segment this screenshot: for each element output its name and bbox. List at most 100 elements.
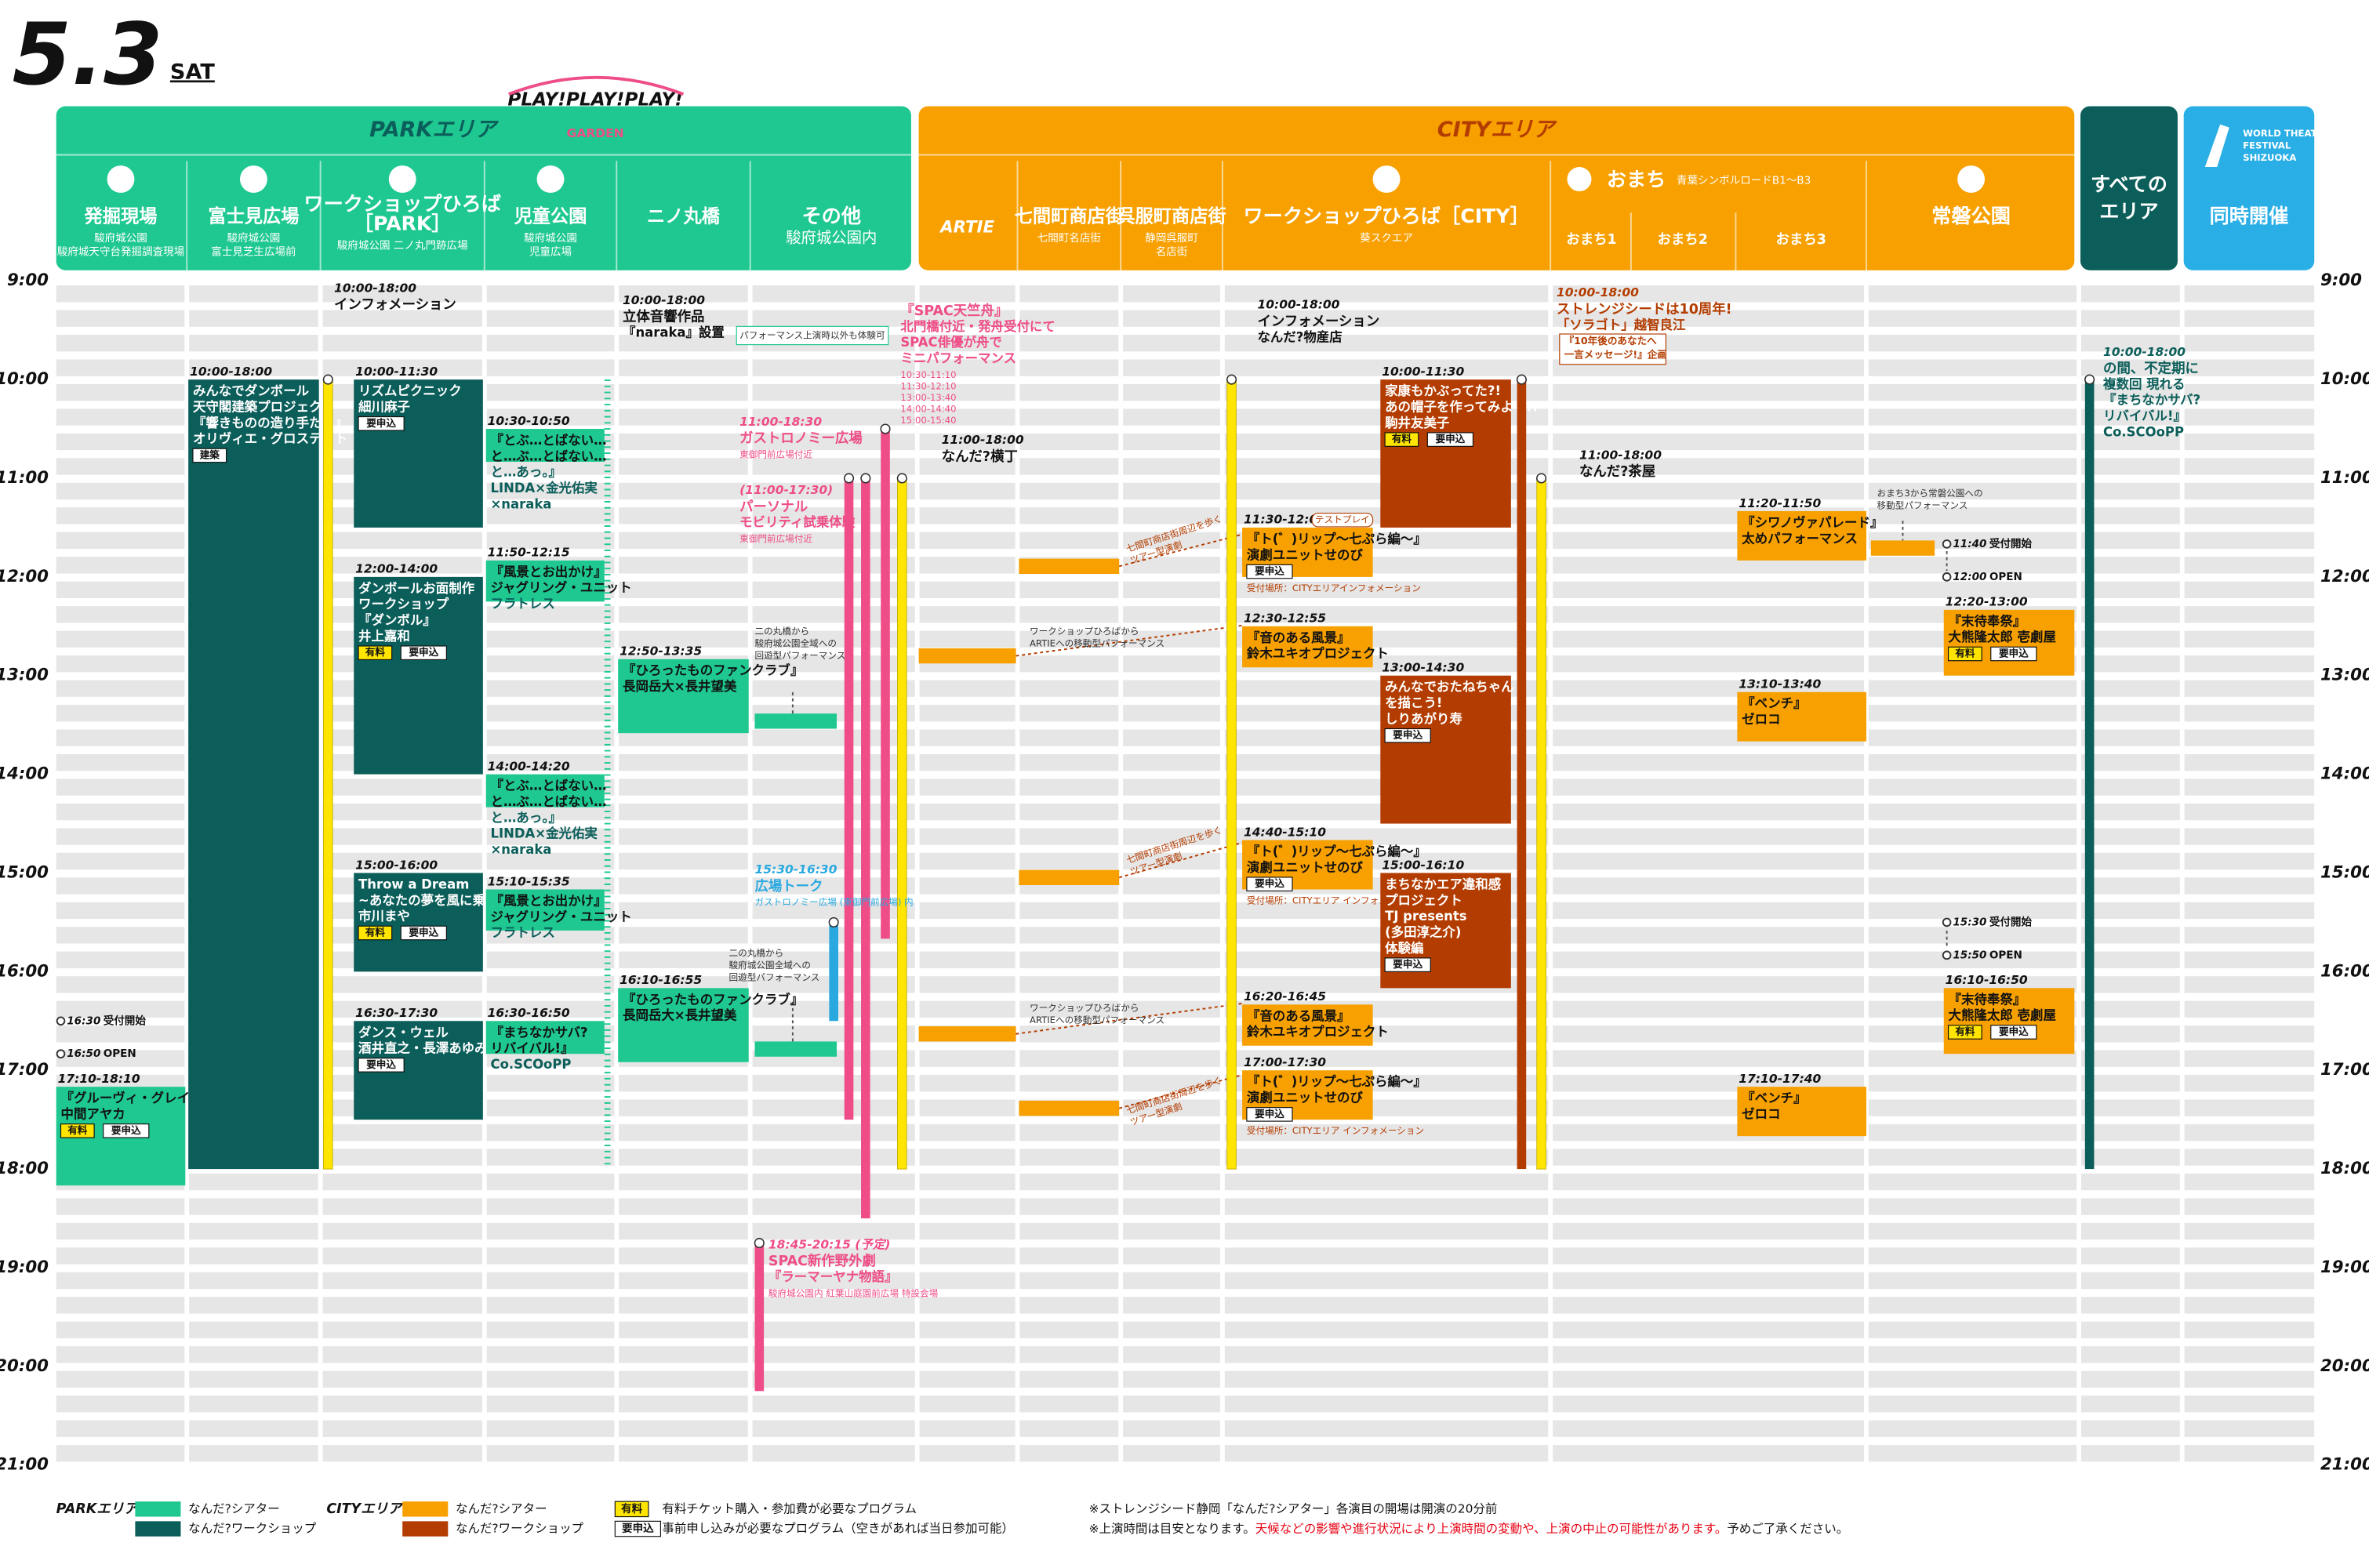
event-note: 『10年後のあなたへ [1564,335,1658,347]
event-title: 家康もかぶってた?! [1385,383,1501,398]
column-sub: 富士見芝生広場前 [211,245,296,258]
footnote-part: 予めご了承ください。 [1727,1522,1848,1536]
event-box [1380,675,1511,824]
annotation: ARTIEへの移動型パフォーマンス [1030,638,1165,649]
bar-cap [1516,374,1527,385]
time-band [56,359,2315,376]
event-title: ミニパフォーマンス [900,350,1016,365]
bar-cap [860,473,871,484]
event-title: リバイバル!』 [491,1041,574,1056]
tag-label: 有料 [1955,1025,1975,1037]
event-bar [754,1243,765,1392]
annotation: パフォーマンス上演時以外も体験可 [739,329,885,340]
time-band [56,458,2315,475]
tag-label: 要申込 [366,417,396,429]
event-time: 10:00-18:00 [1257,298,1339,312]
event-time: 15:00-16:00 [355,858,438,872]
event-time: 14:00-14:20 [488,759,570,773]
event-title: 『とぶ…とばない… [491,433,607,448]
time-label: 14:00 [2320,764,2369,784]
event-title: 北門橋付近・発舟受付にて [900,319,1055,334]
event-title: ×naraka [491,842,552,857]
event-title: 中間アヤカ [61,1107,125,1122]
column-sub: 駿府城公園 二ノ丸門跡広場 [337,240,468,252]
event-time: 16:10-16:50 [1946,973,2028,987]
column-title: ワークショップひろば [303,192,501,215]
event-time: 12:30-12:55 [1244,612,1326,626]
time-label: 17:00 [0,1060,49,1080]
event-title: 『ひろったものファンクラブ』 [623,663,803,678]
column-icon [536,165,565,193]
column-title: エリア [2099,200,2158,223]
event-title: ストレンジシードは10周年! [1557,301,1732,318]
tag [1246,1107,1293,1122]
festival-icon [2204,124,2229,168]
time-band [56,1346,2315,1363]
event-title: 立体音響作品 [623,309,704,325]
event-time: 10:00-11:30 [355,365,438,379]
time-band [56,951,2315,968]
arrow [1016,1003,1243,1035]
event-title: 『末待奉祭』 [1949,614,2026,629]
event-box [1242,626,1373,668]
event-title: 複数回 現れる [2102,376,2185,391]
event-box [1943,988,2075,1054]
event-time: 12:00-14:00 [355,562,438,576]
legend-label: なんだ?シアター [456,1501,547,1515]
tag [1990,1025,2037,1040]
annotation: 二の丸橋から [754,626,809,637]
note-time: 11:40 [1953,538,1986,550]
time-band [56,408,2315,426]
time-label: 11:00 [2320,468,2369,488]
event-time: 11:20-11:50 [1739,496,1821,510]
event-time: 11:30-12:00 [1244,513,1326,527]
event-title: を描こう! [1385,695,1442,710]
event-title: SPAC新作野外劇 [768,1253,876,1269]
time-band [56,1198,2315,1215]
tag [400,645,447,660]
time-label: 12:00 [2320,567,2369,586]
event-title: 酒井直之・長澤あゆみ [358,1041,488,1056]
event-title: あの帽子を作ってみよう!! [1385,399,1538,414]
column-icon [1567,167,1592,191]
column-gap [1864,278,1869,1465]
event-box [188,379,319,1170]
event-place: 東御門前広場付近 [739,448,812,459]
event-title: 『naraka』設置 [623,325,725,340]
column-sub: 七間町名店街 [1037,232,1101,245]
tag [358,1058,405,1073]
event-title: LINDA×金光佑実 [491,826,598,841]
column-gap [614,278,620,1465]
event-box [1737,691,1866,742]
time-band [56,1297,2315,1314]
event-title: 鈴木ユキオプロジェクト [1247,646,1389,661]
time-band [56,557,2315,574]
bar-cap [322,374,333,385]
event-title: と…あっ。』 [491,465,562,480]
event-box [485,889,605,931]
column-title: 発掘現場 [84,205,158,227]
event-title: リズムピクニック [358,383,462,398]
column-icon [1957,165,1986,193]
time-label: 17:00 [2320,1060,2369,1080]
bar-cap [843,473,855,484]
time-label: 21:00 [0,1455,49,1475]
festival-logo: FESTIVAL [2243,140,2291,151]
event-bar [323,379,333,1170]
column-sub: 駿府城公園内 [786,229,877,247]
tag-label: 要申込 [409,926,438,938]
event-title: 『ダンボル』 [358,613,436,628]
event-box [485,1021,605,1054]
event-title: みんなでおたねちゃん [1385,680,1514,695]
note-time: 12:00 [1953,571,1986,583]
event-title: ジャグリング・ユニット [491,909,632,924]
time-label: 18:00 [0,1159,49,1178]
note-label: OPEN [104,1047,136,1060]
time-band [56,482,2315,500]
column-gap [1118,278,1124,1465]
note-time: 15:50 [1953,949,1986,961]
event-title: なんだ?物産店 [1257,329,1342,344]
column-icon [1372,165,1401,193]
event-title: 『ベンチ』 [1742,1091,1806,1105]
event-title: フラトレス [491,597,555,612]
